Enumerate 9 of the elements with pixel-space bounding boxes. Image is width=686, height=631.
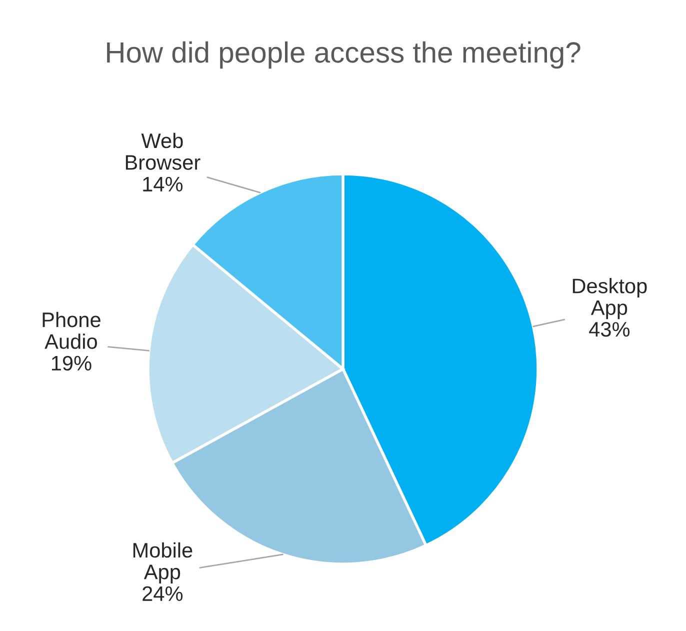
chart-title: How did people access the meeting? <box>107 41 580 69</box>
data-label: 14% <box>143 176 183 192</box>
slice-label: Web Browser <box>126 132 200 170</box>
slice-label: Mobile App <box>133 542 192 584</box>
data-label: 24% <box>142 586 183 601</box>
slice-label: Phone Audio <box>42 312 100 349</box>
data-label: 19% <box>52 356 92 371</box>
data-label: 43% <box>589 322 630 337</box>
slice-label: Desktop App <box>572 278 647 320</box>
